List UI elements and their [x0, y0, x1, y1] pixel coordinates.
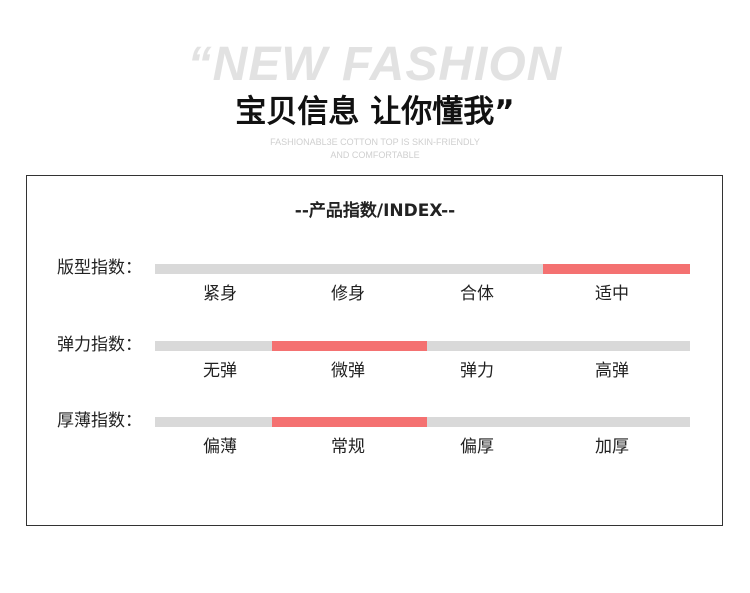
index-track	[155, 341, 690, 351]
index-track	[155, 264, 690, 274]
index-title: --产品指数/INDEX--	[294, 201, 456, 221]
option-label: 适中	[595, 284, 629, 304]
option-label: 微弹	[331, 361, 365, 381]
selected-segment	[272, 417, 427, 427]
option-label: 常规	[331, 437, 365, 457]
option-label: 高弹	[595, 361, 629, 381]
selected-segment	[272, 341, 427, 351]
background-slogan: “NEW FASHION	[187, 38, 563, 91]
option-label: 无弹	[203, 361, 237, 381]
index-panel	[26, 175, 723, 526]
option-label: 偏薄	[203, 437, 237, 457]
option-label: 合体	[460, 284, 494, 304]
row-label: 弹力指数：	[57, 335, 142, 355]
option-label: 偏厚	[460, 437, 494, 457]
row-label: 版型指数：	[57, 258, 142, 278]
option-label: 加厚	[595, 437, 629, 457]
page-title: 宝贝信息 让你懂我”	[235, 94, 515, 130]
option-label: 修身	[331, 284, 365, 304]
subtitle-line-2: AND COMFORTABLE	[330, 150, 420, 160]
option-label: 紧身	[203, 284, 237, 304]
subtitle-line-1: FASHIONABL3E COTTON TOP IS SKIN-FRIENDLY	[270, 137, 480, 147]
option-label: 弹力	[460, 361, 494, 381]
index-track	[155, 417, 690, 427]
selected-segment	[543, 264, 690, 274]
row-label: 厚薄指数：	[57, 411, 142, 431]
